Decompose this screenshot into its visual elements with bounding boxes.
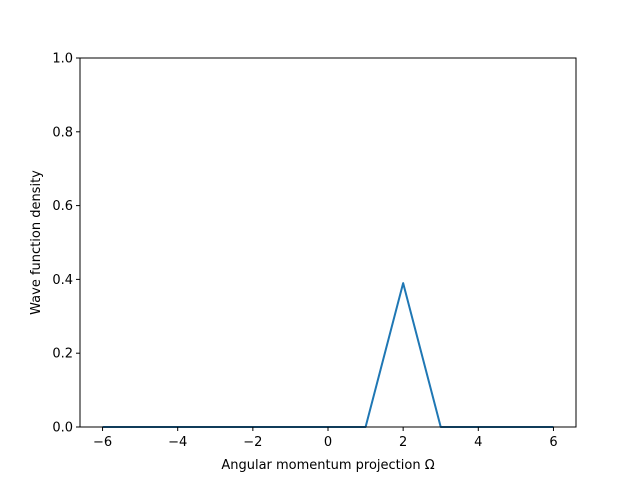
x-tick-label: 0 — [324, 435, 332, 450]
x-tick-label: −4 — [168, 435, 187, 450]
y-axis: 0.0 0.2 0.4 0.6 0.8 1.0 — [52, 52, 80, 436]
x-tick-label: 4 — [474, 435, 482, 450]
x-axis: −6 −4 −2 0 2 4 6 — [93, 427, 558, 450]
x-tick-label: 2 — [399, 435, 407, 450]
x-axis-label: Angular momentum projection Ω — [221, 458, 434, 473]
x-tick-label: 6 — [549, 435, 557, 450]
x-tick-label: −2 — [243, 435, 262, 450]
axes-frame — [79, 57, 577, 428]
y-tick-label: 1.0 — [52, 52, 73, 67]
y-tick-label: 0.8 — [52, 125, 73, 140]
y-tick-label: 0.2 — [52, 347, 73, 362]
y-tick-label: 0.0 — [52, 421, 73, 436]
y-tick-label: 0.4 — [52, 273, 73, 288]
x-tick-label: −6 — [93, 435, 112, 450]
y-tick-label: 0.6 — [52, 199, 73, 214]
y-axis-label: Wave function density — [29, 170, 44, 315]
